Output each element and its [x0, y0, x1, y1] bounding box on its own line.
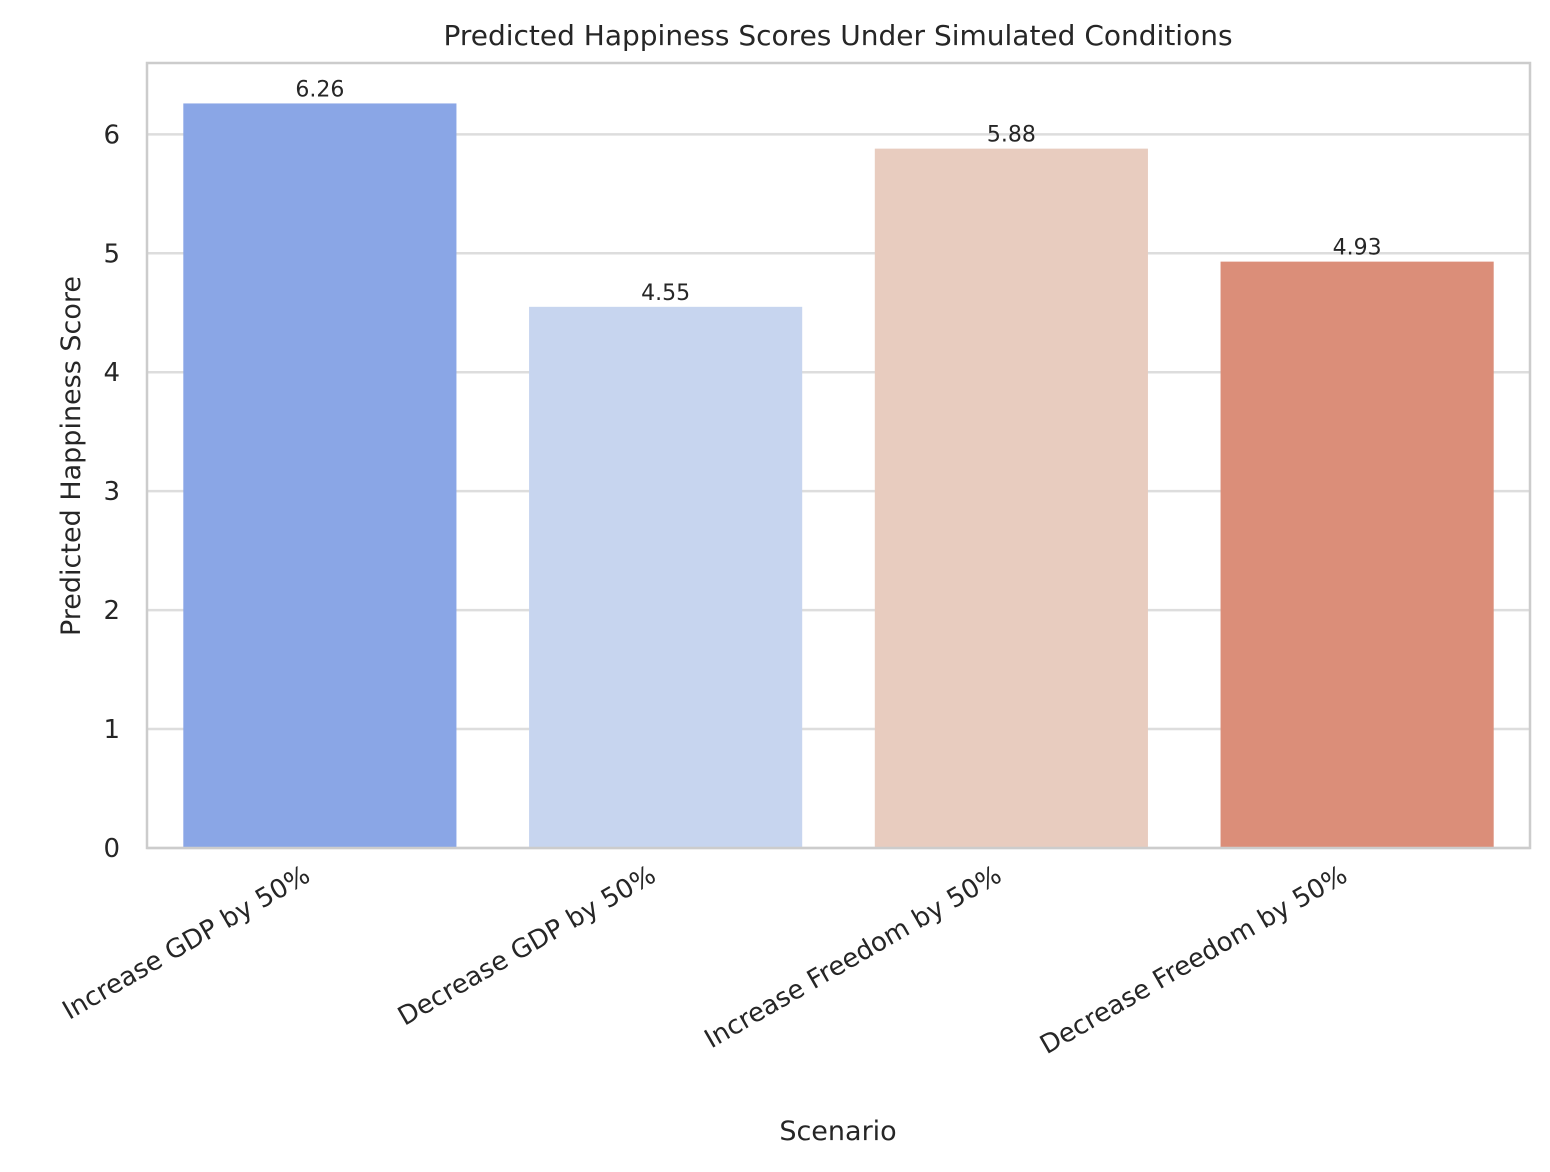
- y-tick-label: 2: [103, 596, 120, 626]
- bar: [183, 103, 457, 848]
- bar: [1220, 261, 1494, 848]
- bar: [874, 148, 1148, 849]
- x-tick-label: Decrease GDP by 50%: [393, 860, 661, 1032]
- y-tick-label: 1: [103, 715, 120, 745]
- bar: [529, 306, 803, 848]
- y-axis-label: Predicted Happiness Score: [56, 276, 87, 636]
- bars: [183, 103, 1494, 849]
- y-tick-label: 3: [103, 477, 120, 507]
- value-labels: 6.26 4.55 5.88 4.93: [295, 77, 1381, 305]
- y-tick-label: 5: [103, 239, 120, 269]
- y-tick-label: 0: [103, 834, 120, 864]
- y-tick-label: 6: [103, 120, 120, 150]
- x-tick-label: Increase GDP by 50%: [58, 860, 316, 1026]
- bar-value-label: 5.88: [987, 123, 1036, 148]
- plot-frame: [145, 61, 1532, 850]
- x-tick-labels: Increase GDP by 50% Decrease GDP by 50% In…: [58, 860, 1353, 1061]
- y-tick-labels: 0 1 2 3 4 5 6: [103, 120, 120, 864]
- bar-value-label: 4.93: [1333, 236, 1382, 261]
- bar-value-label: 4.55: [641, 281, 690, 306]
- x-tick-label: Decrease Freedom by 50%: [1035, 860, 1353, 1061]
- bar-value-label: 6.26: [295, 77, 344, 102]
- chart-title: Predicted Happiness Scores Under Simulat…: [443, 19, 1232, 52]
- x-tick-label: Increase Freedom by 50%: [700, 860, 1007, 1055]
- y-tick-label: 4: [103, 358, 120, 388]
- x-axis-label: Scenario: [779, 1116, 896, 1147]
